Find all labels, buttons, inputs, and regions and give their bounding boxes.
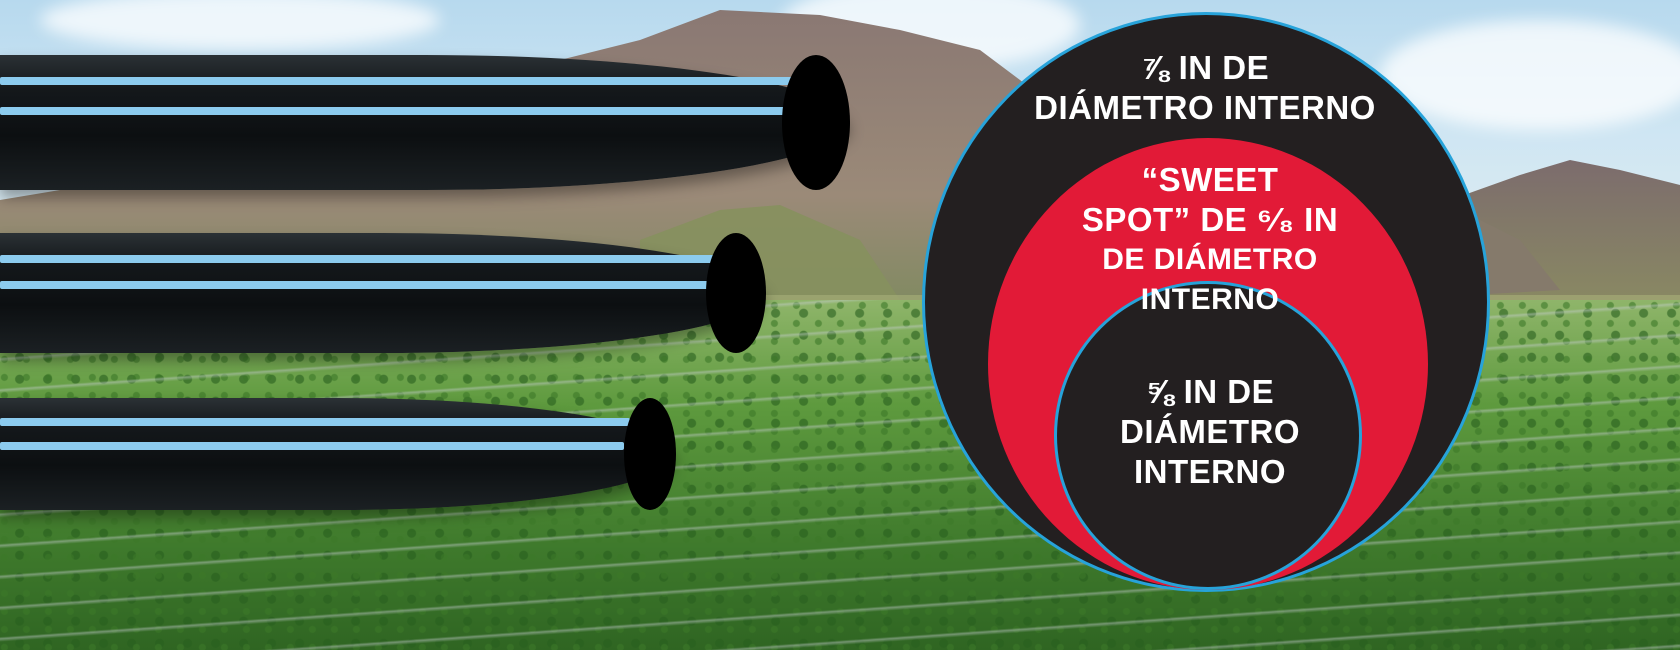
cloud — [1380, 20, 1680, 130]
pipe-stripe — [0, 77, 795, 85]
inner-diameter-label: ⅝ IN DE DIÁMETRO INTERNO — [1110, 372, 1310, 492]
pipe-stripe — [0, 418, 630, 426]
pipe-stripe — [0, 281, 708, 289]
sweet-spot-label: “SWEET SPOT” DE ⁶⁄₈ IN DE DIÁMETRO INTER… — [1040, 160, 1380, 320]
pipe-stripe — [0, 442, 624, 450]
pipe-medium — [0, 233, 766, 353]
sweet-spot-line-3: DE DIÁMETRO INTERNO — [1102, 243, 1318, 316]
inner-diameter-circle — [1054, 281, 1362, 590]
inner-label-line-2: DIÁMETRO — [1120, 413, 1300, 450]
inner-label-line-1: ⅝ IN DE — [1145, 373, 1275, 410]
sweet-spot-line-1: “SWEET — [1141, 161, 1279, 198]
pipe-opening — [782, 55, 850, 190]
outer-label-line-2: DIÁMETRO INTERNO — [1034, 89, 1376, 126]
cloud — [40, 0, 440, 50]
pipe-opening — [624, 398, 676, 510]
pipe-stripe — [0, 107, 785, 115]
pipe-stripe — [0, 255, 715, 263]
pipe-large — [0, 55, 850, 190]
sweet-spot-line-2: SPOT” DE ⁶⁄₈ IN — [1081, 201, 1339, 238]
inner-label-line-3: INTERNO — [1134, 453, 1286, 490]
pipe-small — [0, 398, 676, 510]
outer-label-line-1: ⅞ IN DE — [1140, 49, 1270, 86]
outer-diameter-label: ⅞ IN DE DIÁMETRO INTERNO — [1030, 48, 1380, 128]
pipe-opening — [706, 233, 766, 353]
